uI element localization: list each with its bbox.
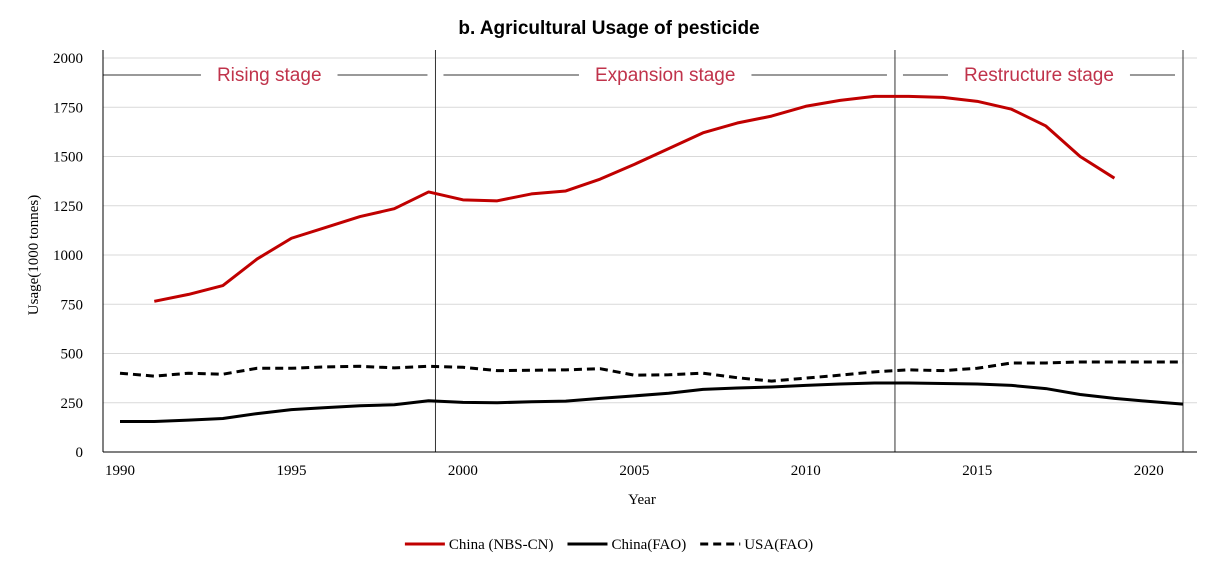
- x-tick-label: 2000: [448, 463, 478, 479]
- legend-item: China (NBS-CN): [404, 537, 554, 553]
- stage-label: Expansion stage: [595, 65, 736, 86]
- series-line: [119, 360, 1183, 383]
- series-line: [153, 94, 1116, 303]
- x-tick-label: 1990: [105, 463, 135, 479]
- y-tick-label: 250: [61, 396, 84, 412]
- series-lines: [119, 94, 1184, 423]
- y-tick-label: 0: [76, 445, 84, 461]
- x-tick-label: 2010: [791, 463, 821, 479]
- chart-title: b. Agricultural Usage of pesticide: [458, 18, 759, 39]
- x-tick-label: 1995: [276, 463, 306, 479]
- series-line: [120, 381, 1184, 423]
- y-tick-label: 2000: [53, 51, 83, 67]
- legend: China (NBS-CN) China(FAO) USA(FAO): [404, 537, 813, 553]
- axes: 0 250 500 750 1000 1250 1500 1750 2000 1990 1995 20…: [53, 50, 1197, 479]
- x-axis-label: Year: [628, 492, 656, 508]
- gridlines: [103, 57, 1197, 404]
- y-axis-label: Usage(1000 tonnes): [26, 195, 42, 315]
- y-tick-label: 1750: [53, 100, 83, 116]
- y-tick-label: 1250: [53, 199, 83, 215]
- y-tick-label: 500: [61, 347, 84, 363]
- x-tick-label: 2020: [1134, 463, 1164, 479]
- legend-label: USA(FAO): [744, 537, 813, 553]
- y-tick-label: 1500: [53, 150, 83, 166]
- legend-item: China(FAO): [567, 537, 686, 553]
- y-tick-label: 750: [61, 297, 84, 313]
- legend-item: USA(FAO): [700, 537, 813, 553]
- legend-label: China(FAO): [611, 537, 686, 553]
- x-tick-label: 2005: [619, 463, 649, 479]
- legend-label: China (NBS-CN): [449, 537, 554, 553]
- stage-label: Rising stage: [217, 65, 322, 86]
- stage-annotations: Rising stage Expansion stage Restructure s…: [103, 50, 1184, 452]
- y-tick-label: 1000: [53, 248, 83, 264]
- stage-label: Restructure stage: [964, 65, 1114, 86]
- x-tick-label: 2015: [962, 463, 992, 479]
